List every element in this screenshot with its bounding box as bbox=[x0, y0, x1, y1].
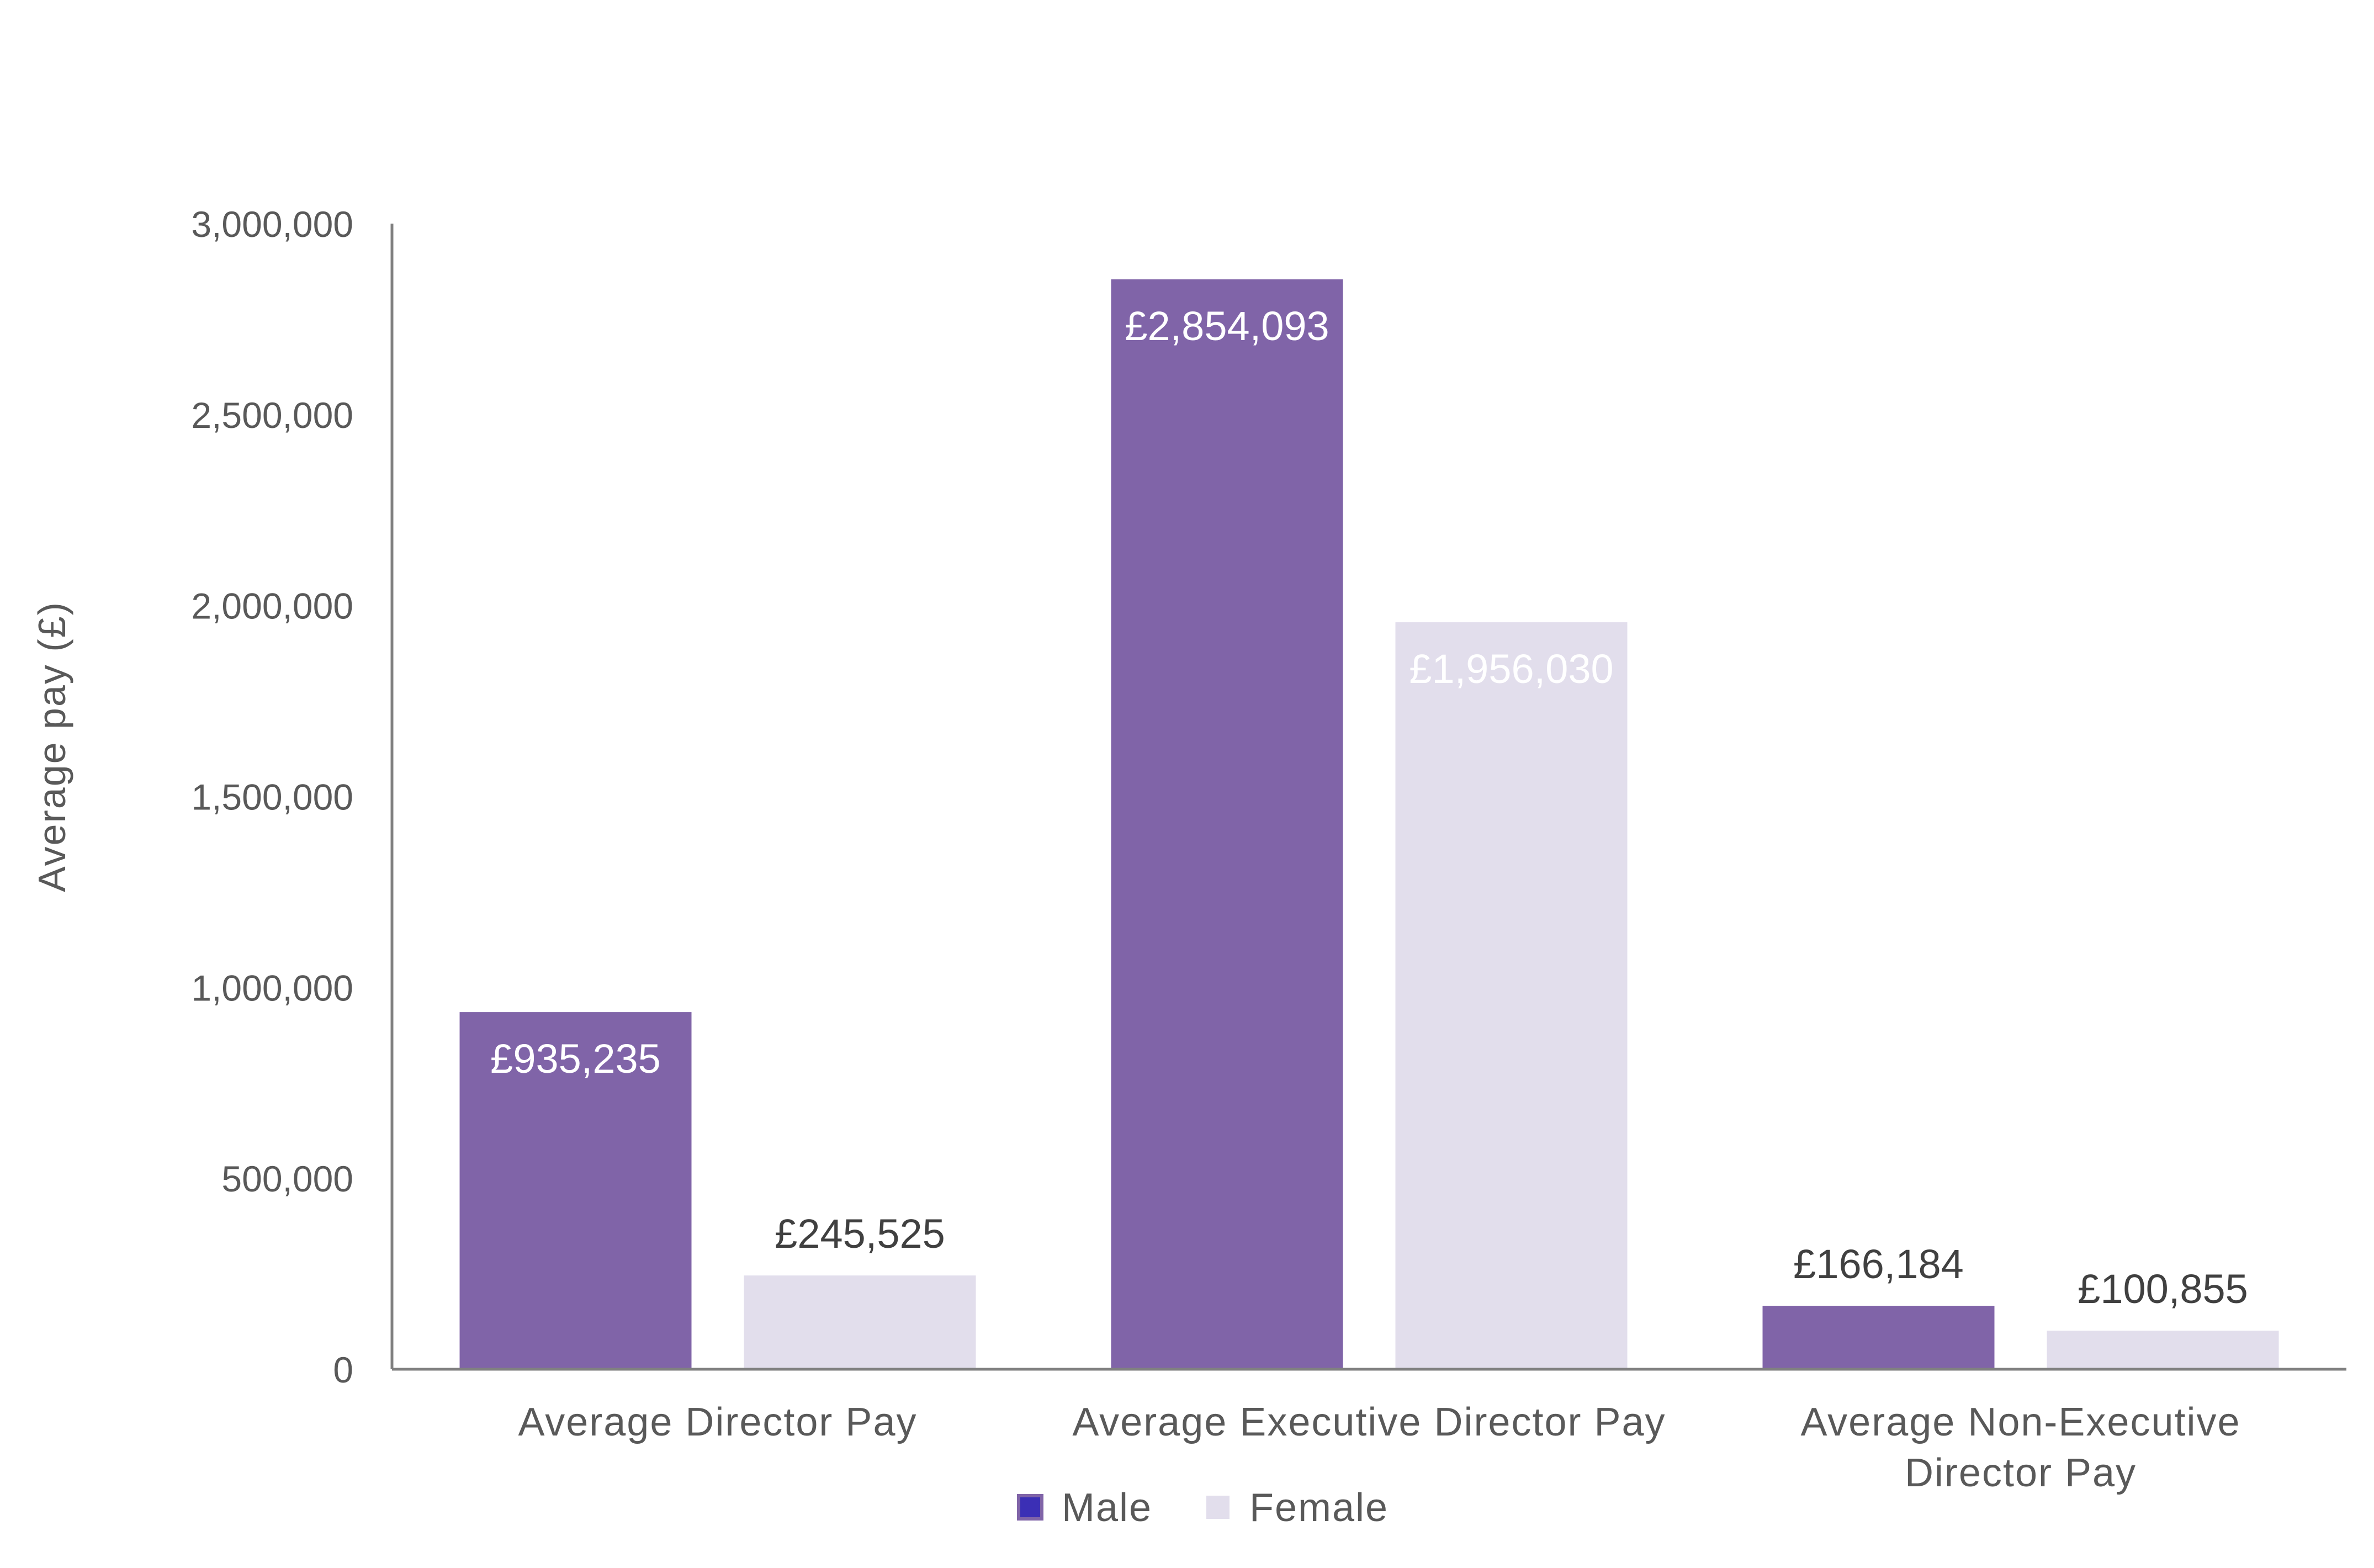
x-category-label: Average Executive Director Pay bbox=[1072, 1400, 1666, 1444]
y-tick-label: 2,000,000 bbox=[191, 586, 353, 627]
data-label-female: £100,855 bbox=[2078, 1266, 2248, 1312]
legend: Male Female bbox=[1017, 1486, 1389, 1530]
bars bbox=[459, 279, 2279, 1370]
y-tick-label: 500,000 bbox=[221, 1158, 353, 1199]
bar-female bbox=[1395, 622, 1628, 1369]
y-axis-ticks: 0 500,000 1,000,000 1,500,000 2,000,000 2,500… bbox=[191, 204, 353, 1390]
data-labels: £935,235 £245,525 £2,854,093 £1,956,030 £166… bbox=[490, 303, 2248, 1312]
data-label-male: £166,184 bbox=[1793, 1241, 1964, 1287]
legend-swatch-female bbox=[1206, 1496, 1230, 1519]
y-tick-label: 0 bbox=[333, 1349, 353, 1390]
x-category-label: Average Director Pay bbox=[518, 1400, 918, 1444]
data-label-male: £935,235 bbox=[490, 1036, 661, 1082]
x-category-label: Average Non-Executive bbox=[1800, 1400, 2240, 1444]
legend-swatch-male bbox=[1017, 1494, 1043, 1521]
y-tick-label: 2,500,000 bbox=[191, 395, 353, 436]
y-tick-label: 1,000,000 bbox=[191, 967, 353, 1008]
y-tick-label: 3,000,000 bbox=[191, 204, 353, 245]
legend-label-female: Female bbox=[1249, 1486, 1389, 1530]
bar-female bbox=[2047, 1331, 2279, 1369]
y-tick-label: 1,500,000 bbox=[191, 777, 353, 818]
bar-male bbox=[1762, 1306, 1995, 1369]
x-category-label: Director Pay bbox=[1905, 1451, 2137, 1495]
bar-female bbox=[744, 1275, 976, 1369]
data-label-male: £2,854,093 bbox=[1125, 303, 1329, 349]
bar-male bbox=[459, 1012, 692, 1369]
y-axis-title: Average pay (£) bbox=[30, 601, 73, 892]
data-label-female: £245,525 bbox=[775, 1211, 945, 1257]
category-labels: Average Director Pay Average Executive Di… bbox=[518, 1400, 2240, 1495]
data-label-female: £1,956,030 bbox=[1409, 646, 1613, 692]
bar-male bbox=[1111, 279, 1343, 1370]
legend-label-male: Male bbox=[1062, 1486, 1152, 1530]
